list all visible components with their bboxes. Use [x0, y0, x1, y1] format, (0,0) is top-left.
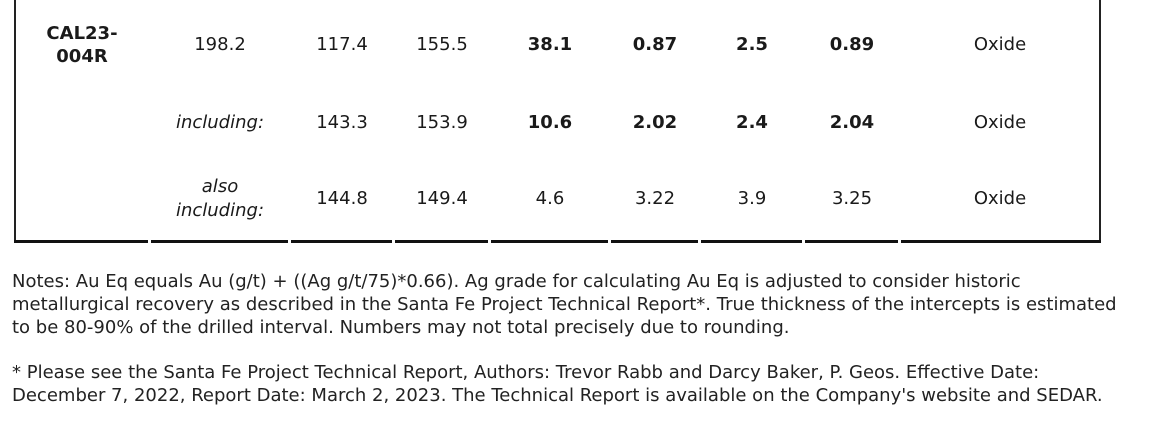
notes-paragraph: Notes: Au Eq equals Au (g/t) + ((Ag g/t/… — [12, 271, 1117, 338]
table-bottom-border — [291, 240, 392, 243]
length-cell: 38.1 — [527, 34, 573, 55]
ag-cell: 3.9 — [737, 188, 767, 209]
to-cell: 149.4 — [416, 188, 468, 209]
from-cell: 144.8 — [316, 188, 368, 209]
type-cell: Oxide — [973, 188, 1027, 209]
type-cell: Oxide — [973, 34, 1027, 55]
left-border — [14, 156, 16, 242]
table-row: also including: 144.8 149.4 4.6 3.22 3.9… — [14, 156, 1102, 242]
from-cell: 143.3 — [316, 112, 368, 133]
table-bottom-border — [151, 240, 288, 243]
depth-cell: 198.2 — [194, 34, 246, 55]
drill-results-table: CAL23- 004R 198.2 117.4 155.5 38.1 0.87 … — [14, 0, 1102, 248]
table-bottom-border — [491, 240, 608, 243]
au-eq-cell: 2.04 — [829, 112, 875, 133]
label-cell: including: — [175, 112, 265, 133]
table-bottom-border — [805, 240, 898, 243]
to-cell: 155.5 — [416, 34, 468, 55]
au-eq-cell: 3.25 — [831, 188, 873, 209]
au-cell: 3.22 — [634, 188, 676, 209]
table-row: CAL23- 004R 198.2 117.4 155.5 38.1 0.87 … — [14, 0, 1102, 90]
table-bottom-border — [611, 240, 698, 243]
left-border — [14, 0, 16, 90]
label-cell: also including: — [175, 176, 265, 221]
length-cell: 4.6 — [535, 188, 565, 209]
technical-report-footnote: * Please see the Santa Fe Project Techni… — [12, 362, 1103, 406]
hole-id-cell: CAL23- 004R — [46, 23, 118, 67]
table-row: including: 143.3 153.9 10.6 2.02 2.4 2.0… — [14, 90, 1102, 156]
length-cell: 10.6 — [527, 112, 573, 133]
ag-cell: 2.5 — [736, 34, 768, 55]
from-cell: 117.4 — [316, 34, 368, 55]
au-cell: 2.02 — [632, 112, 678, 133]
table-bottom-border — [901, 240, 1101, 243]
to-cell: 153.9 — [416, 112, 468, 133]
au-cell: 0.87 — [632, 34, 678, 55]
au-eq-cell: 0.89 — [829, 34, 875, 55]
table-bottom-border — [14, 240, 148, 243]
right-border — [1099, 0, 1101, 90]
table-bottom-border — [395, 240, 488, 243]
table-bottom-border — [701, 240, 802, 243]
type-cell: Oxide — [973, 112, 1027, 133]
right-border — [1099, 90, 1101, 156]
right-border — [1099, 156, 1101, 242]
left-border — [14, 90, 16, 156]
ag-cell: 2.4 — [736, 112, 768, 133]
